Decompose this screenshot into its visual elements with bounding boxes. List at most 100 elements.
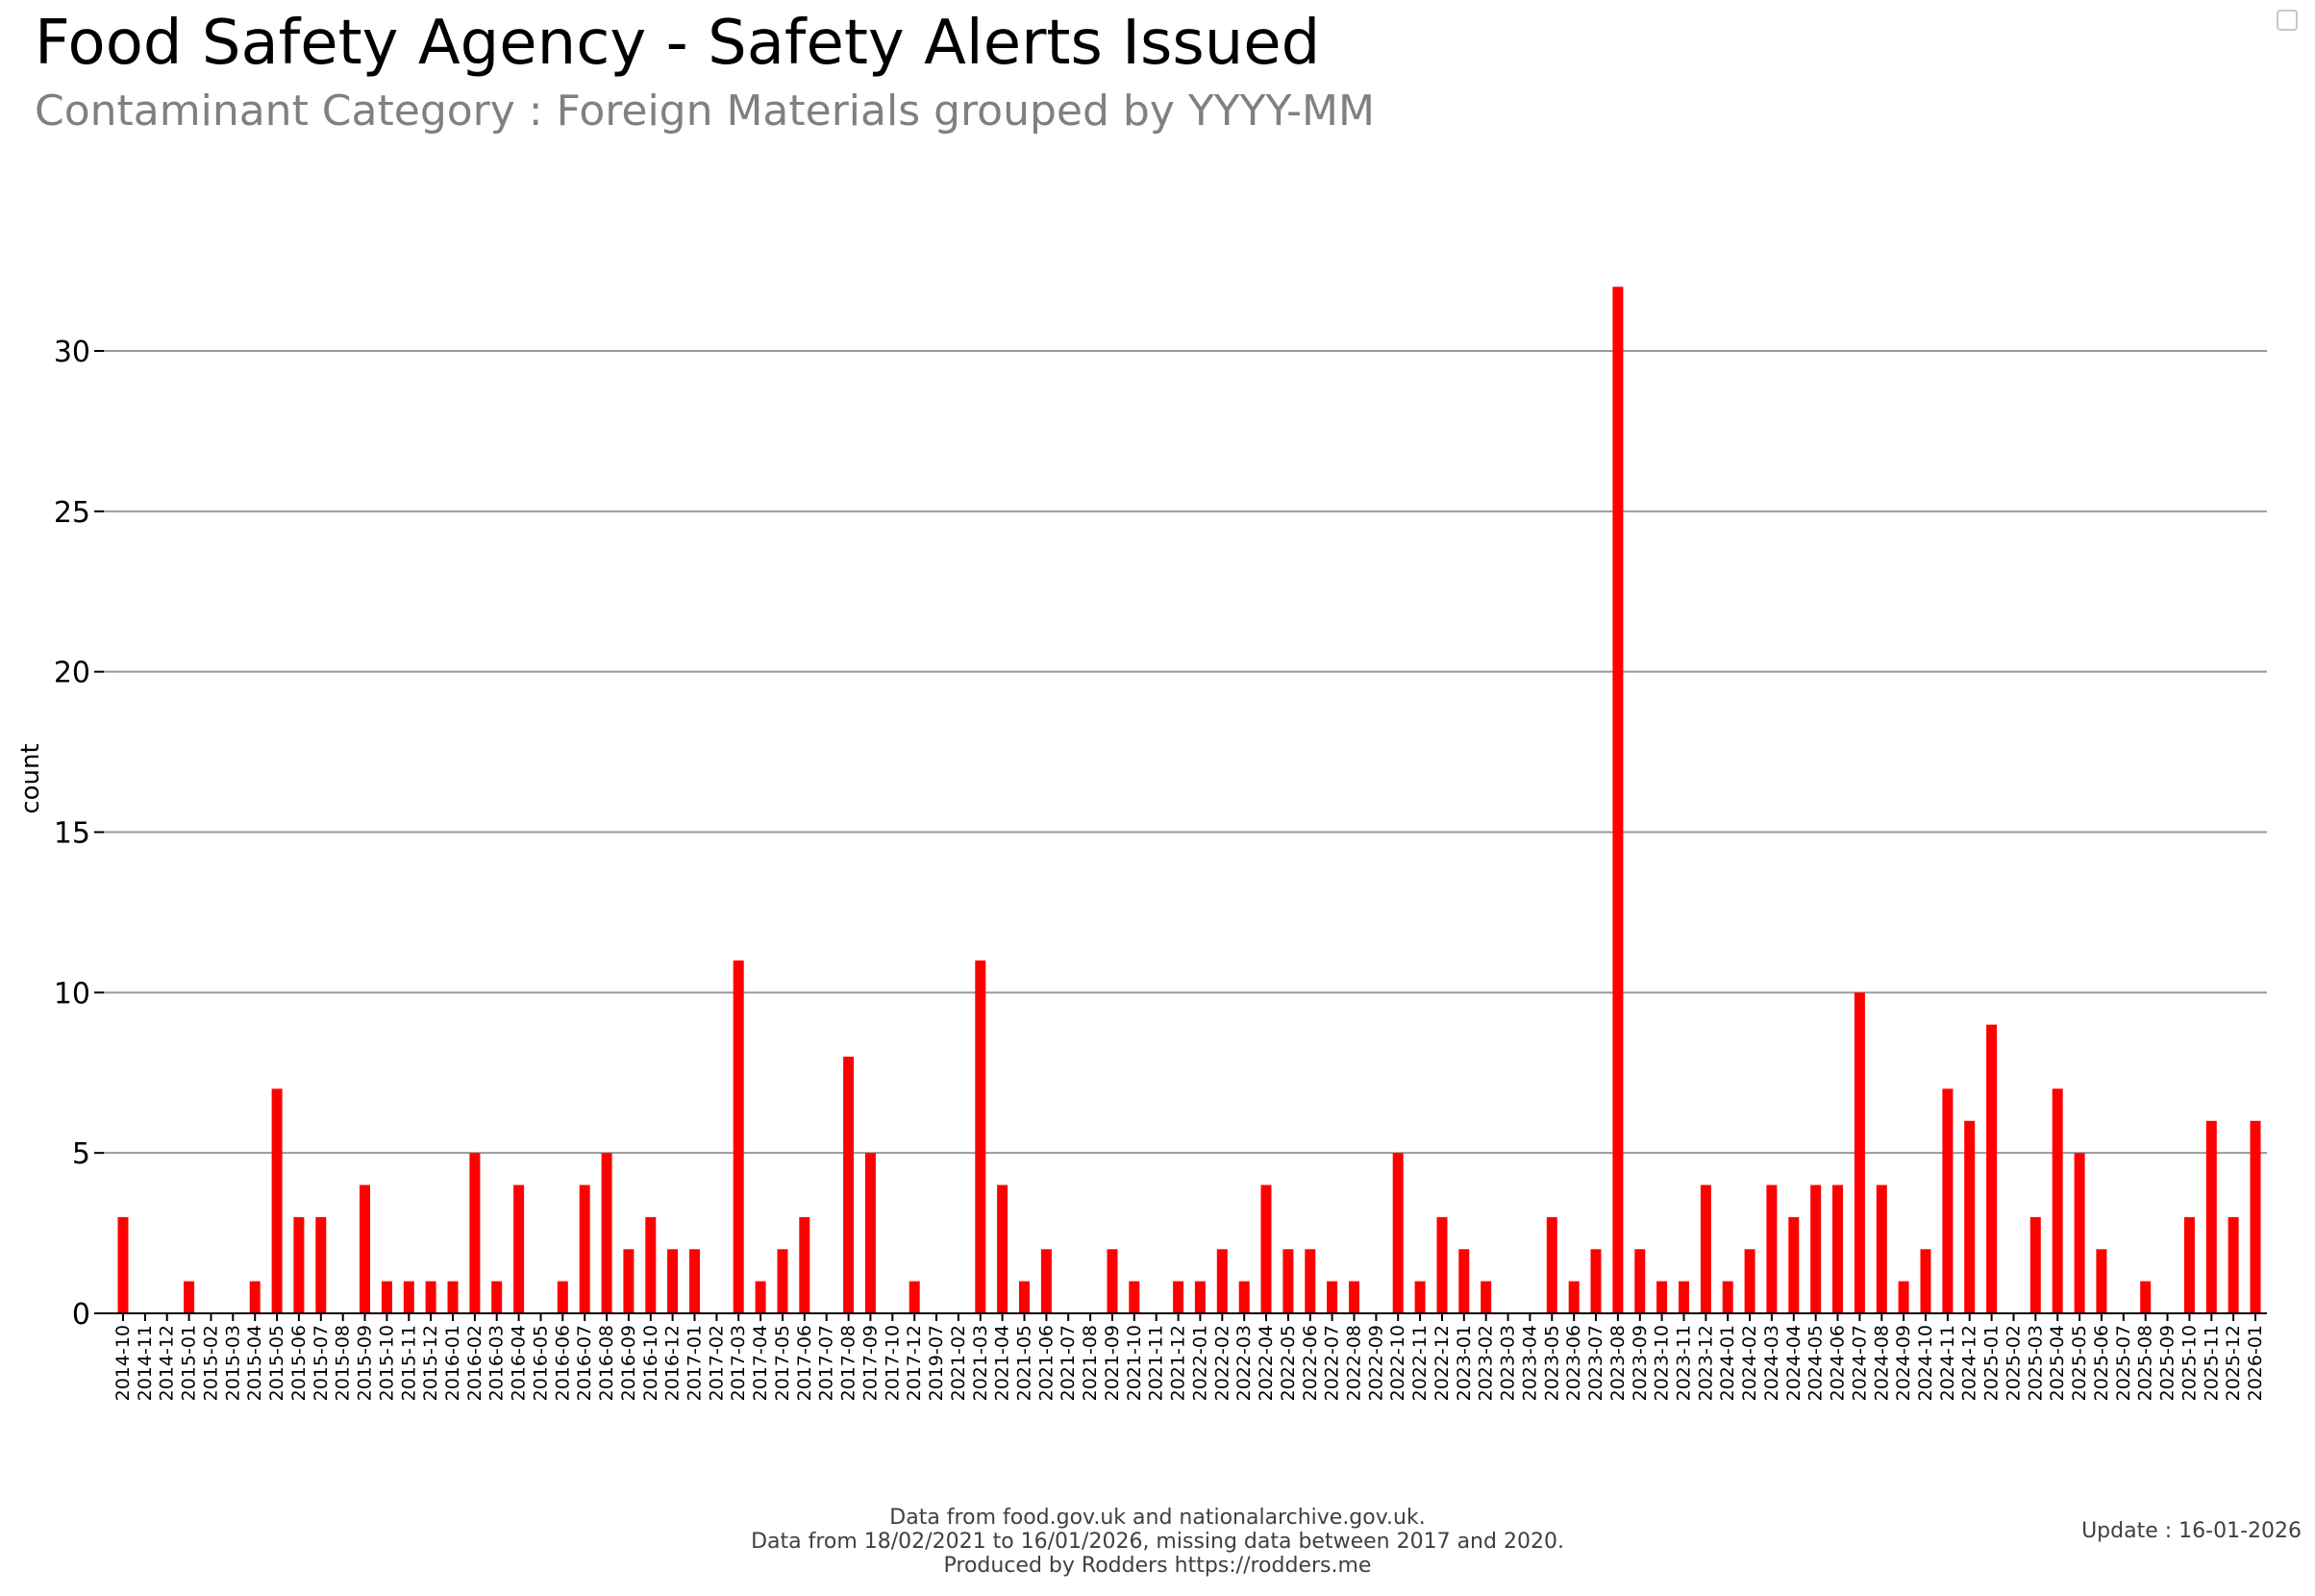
x-tick-label: 2017-12 (904, 1325, 925, 1401)
bar (1986, 1024, 1998, 1313)
bar (1458, 1249, 1470, 1313)
x-tick-label: 2022-05 (1278, 1325, 1299, 1401)
bar (447, 1281, 459, 1313)
bar (2205, 1120, 2217, 1313)
bar (1546, 1216, 1557, 1313)
bar (2074, 1153, 2085, 1313)
x-tick-label: 2015-03 (222, 1325, 243, 1401)
x-tick-label: 2025-10 (2178, 1325, 2200, 1401)
x-tick-label: 2022-11 (1409, 1325, 1431, 1401)
bar (864, 1153, 876, 1313)
x-tick-label: 2022-12 (1431, 1325, 1453, 1401)
bar (425, 1281, 436, 1313)
bar (1612, 287, 1624, 1313)
footer-range-line: Data from 18/02/2021 to 16/01/2026, miss… (751, 1530, 1564, 1554)
bar (2250, 1120, 2261, 1313)
x-tick-label: 2023-02 (1476, 1325, 1497, 1401)
bar (271, 1088, 283, 1313)
x-tick-label: 2016-10 (640, 1325, 661, 1401)
y-tick-label: 15 (54, 817, 90, 851)
x-tick-label: 2015-08 (333, 1325, 354, 1401)
x-tick-label: 2025-12 (2223, 1325, 2244, 1401)
bar (1656, 1281, 1668, 1313)
x-tick-label: 2021-06 (1035, 1325, 1057, 1401)
y-axis-label: count (16, 743, 45, 813)
bar (1282, 1249, 1294, 1313)
x-tick-label: 2026-01 (2245, 1325, 2266, 1401)
bar (184, 1281, 195, 1313)
x-tick-label: 2016-05 (531, 1325, 552, 1401)
y-tick-label: 30 (54, 336, 90, 369)
x-tick-label: 2021-04 (992, 1325, 1013, 1401)
bar (1634, 1249, 1646, 1313)
x-tick-label: 2014-12 (157, 1325, 178, 1401)
x-tick-label: 2017-02 (706, 1325, 727, 1401)
bar (689, 1249, 700, 1313)
x-tick-label: 2024-12 (1959, 1325, 1980, 1401)
x-tick-label: 2022-03 (1233, 1325, 1255, 1401)
x-tick-label: 2017-10 (882, 1325, 903, 1401)
bar (2228, 1216, 2239, 1313)
x-tick-label: 2023-04 (1519, 1325, 1540, 1401)
x-tick-label: 2024-04 (1783, 1325, 1805, 1401)
x-tick-label: 2016-08 (596, 1325, 617, 1401)
x-tick-label: 2016-07 (574, 1325, 595, 1401)
x-tick-label: 2022-04 (1256, 1325, 1277, 1401)
x-tick-label: 2015-10 (376, 1325, 397, 1401)
bar (1194, 1281, 1206, 1313)
bars (117, 287, 2261, 1313)
bar (469, 1153, 481, 1313)
x-tick-label: 2021-12 (1168, 1325, 1189, 1401)
x-tick-label: 2024-05 (1805, 1325, 1827, 1401)
bar (1766, 1185, 1778, 1313)
x-tick-label: 2014-10 (112, 1325, 134, 1401)
x-tick-label: 2024-07 (1849, 1325, 1870, 1401)
bar (1040, 1249, 1052, 1313)
x-tick-label: 2025-02 (2004, 1325, 2025, 1401)
legend-toggle-checkbox[interactable] (2277, 10, 2298, 31)
x-tick-label: 2021-10 (1124, 1325, 1145, 1401)
y-tick-label: 5 (72, 1137, 90, 1171)
bar (2029, 1216, 2041, 1313)
bar (1744, 1249, 1755, 1313)
bar (1173, 1281, 1184, 1313)
x-tick-label: 2023-12 (1695, 1325, 1716, 1401)
bar (315, 1216, 327, 1313)
x-tick-label: 2022-08 (1344, 1325, 1365, 1401)
bar (909, 1281, 920, 1313)
x-tick-label: 2023-07 (1585, 1325, 1606, 1401)
bar (1414, 1281, 1426, 1313)
x-tick-label: 2021-09 (1102, 1325, 1123, 1401)
x-tick-label: 2015-02 (201, 1325, 222, 1401)
bar (843, 1057, 855, 1313)
x-tick-label: 2015-11 (398, 1325, 419, 1401)
x-tick-label: 2023-10 (1652, 1325, 1673, 1401)
x-tick-label: 2025-08 (2135, 1325, 2156, 1401)
x-tick-label: 2022-01 (1189, 1325, 1210, 1401)
bar (117, 1216, 129, 1313)
chart-subtitle: Contaminant Category : Foreign Materials… (35, 87, 1375, 136)
x-tick-label: 2024-02 (1739, 1325, 1760, 1401)
x-tick-label: 2019-07 (926, 1325, 947, 1401)
bar (1260, 1185, 1272, 1313)
bar (1964, 1120, 1976, 1313)
bar (645, 1216, 657, 1313)
x-tick-label: 2015-12 (420, 1325, 441, 1401)
x-tick-label: 2015-04 (244, 1325, 265, 1401)
x-tick-label: 2024-01 (1717, 1325, 1738, 1401)
x-tick-label: 2021-02 (948, 1325, 969, 1401)
x-tick-label: 2024-08 (1871, 1325, 1892, 1401)
x-tick-label: 2022-10 (1387, 1325, 1408, 1401)
x-tick-label: 2023-03 (1498, 1325, 1519, 1401)
bar (381, 1281, 392, 1313)
bar (667, 1249, 679, 1313)
bar (1898, 1281, 1909, 1313)
chart-title: Food Safety Agency - Safety Alerts Issue… (35, 8, 1321, 79)
x-tick-label: 2023-11 (1674, 1325, 1695, 1401)
x-tick-label: 2016-06 (552, 1325, 573, 1401)
bar (1019, 1281, 1030, 1313)
bar (579, 1185, 590, 1313)
grid-lines (104, 350, 2267, 1155)
x-tick-label: 2021-05 (1014, 1325, 1035, 1401)
x-tick-label: 2025-11 (2201, 1325, 2222, 1401)
